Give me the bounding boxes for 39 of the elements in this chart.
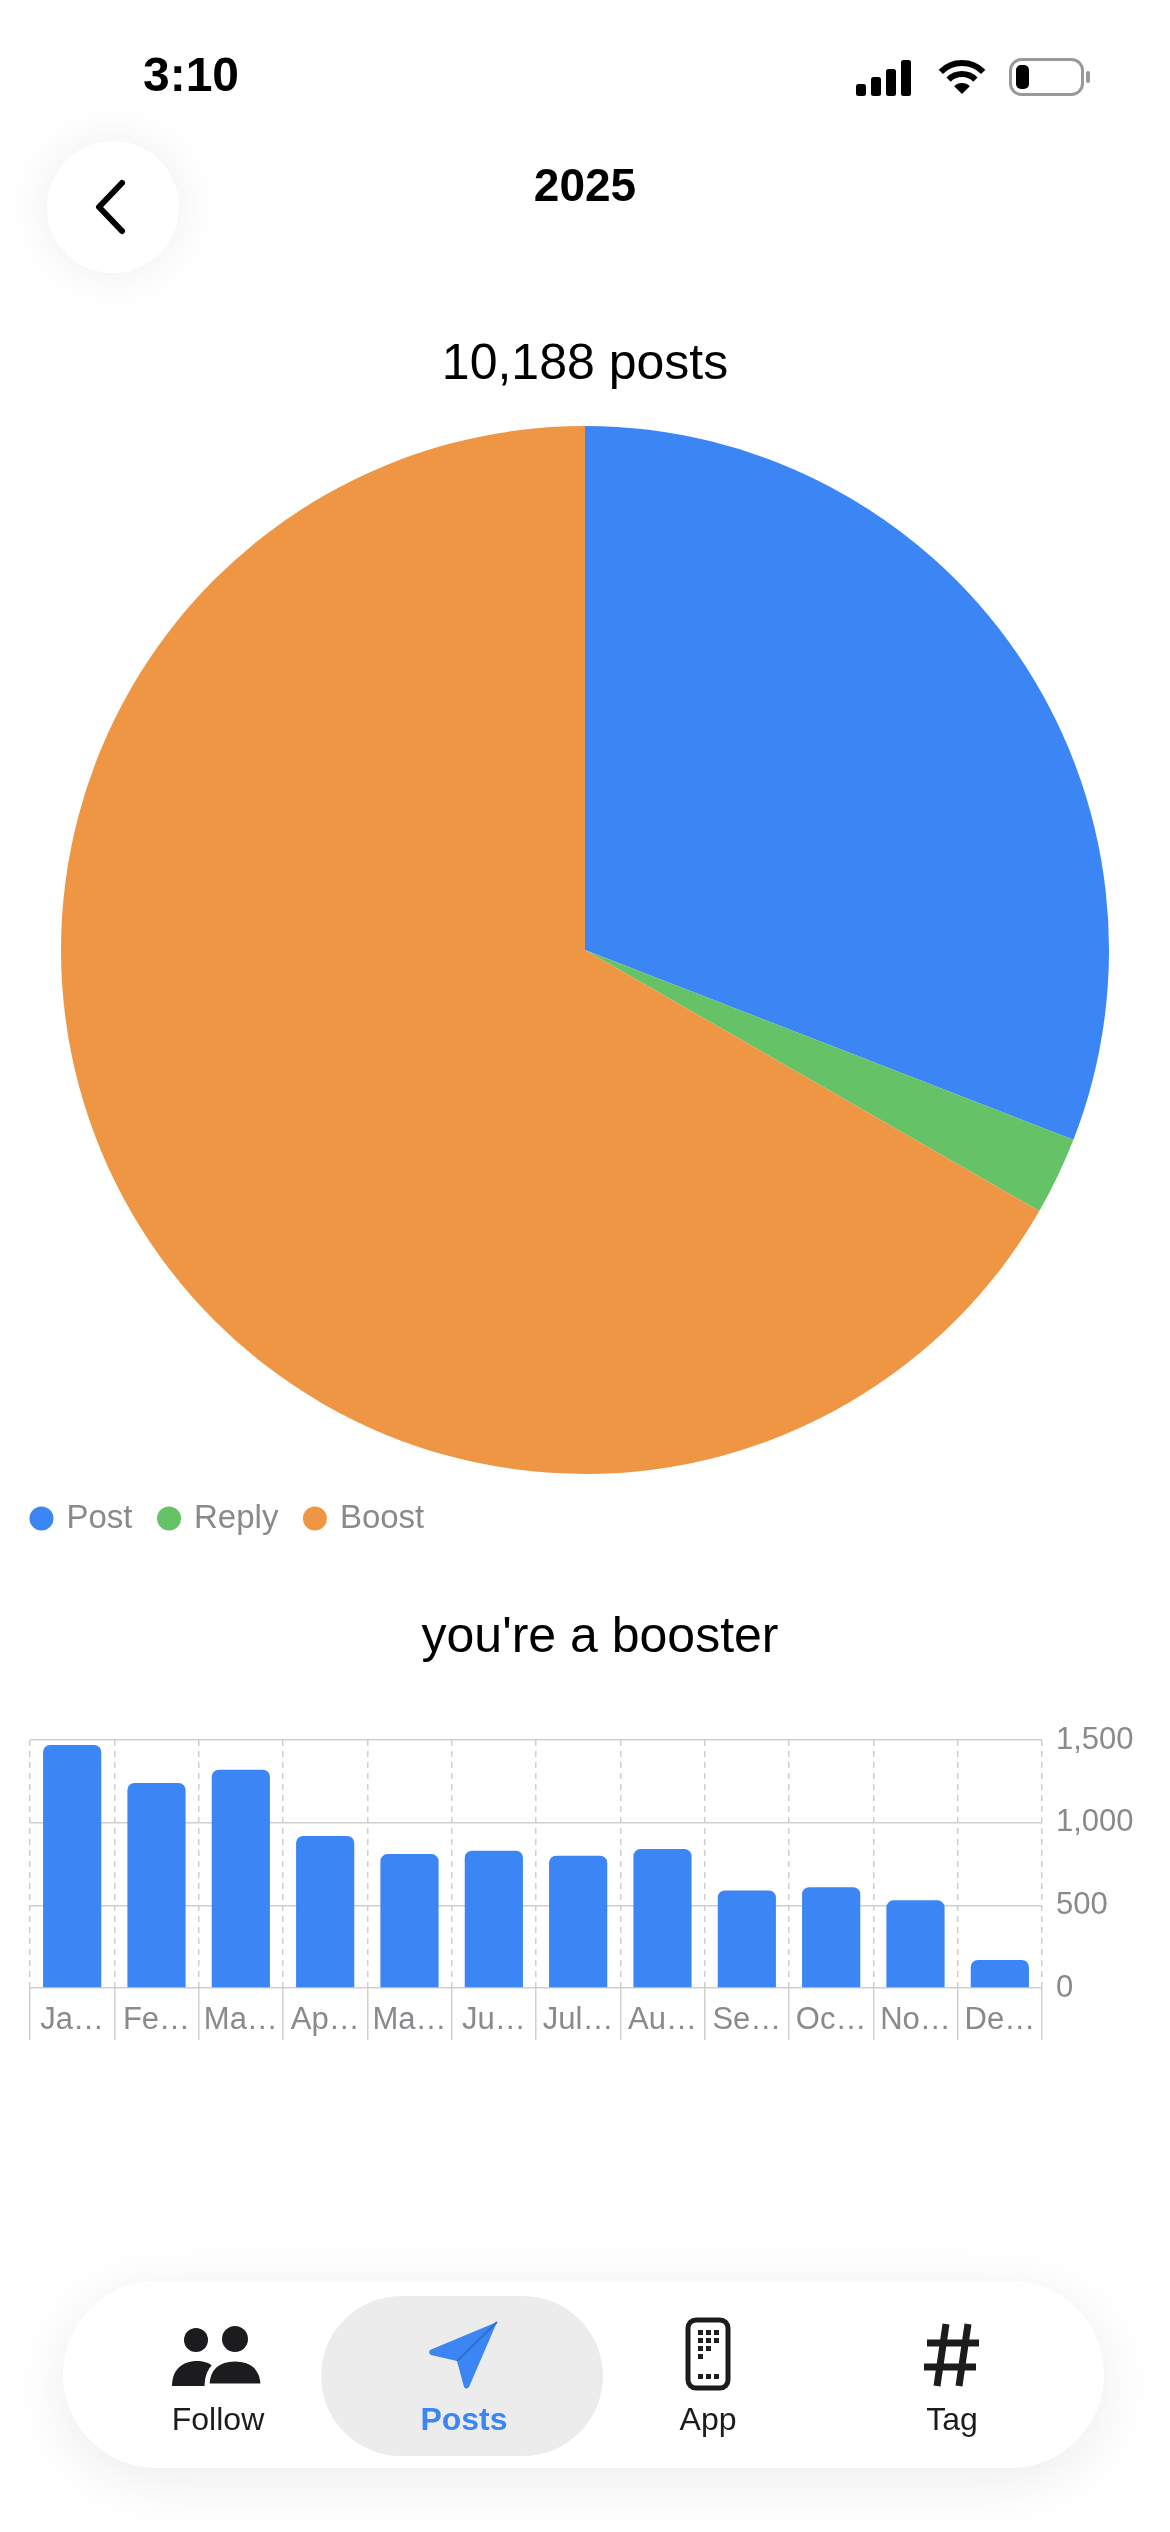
text: App <box>678 2400 738 2439</box>
chart-title: 10,188 posts <box>441 333 729 390</box>
x-tick-label: Jul… <box>542 2001 614 2037</box>
x-tick-label: No… <box>880 2001 951 2037</box>
bar <box>380 1854 439 1988</box>
legend-label: Post <box>66 1497 133 1535</box>
x-tick-label: Fe… <box>122 2001 191 2037</box>
legend-label: Reply <box>194 1497 279 1535</box>
text: Follow <box>170 2400 266 2439</box>
text: 2025 <box>532 158 638 212</box>
text: Posts <box>419 2400 509 2439</box>
bar <box>633 1849 692 1988</box>
y-tick-label: 1,000 <box>1056 1803 1134 1839</box>
x-tick-label: De… <box>964 2001 1036 2037</box>
x-tick-label: Ma… <box>372 2001 447 2037</box>
bar <box>970 1959 1029 1988</box>
x-tick-label: Ap… <box>290 2001 360 2037</box>
x-tick-label: Au… <box>628 2001 697 2037</box>
text: 3:10 <box>141 47 241 103</box>
bar <box>43 1744 102 1988</box>
bar <box>549 1855 608 1988</box>
x-tick-label: Ma… <box>203 2001 278 2037</box>
x-tick-label: Se… <box>712 2001 782 2037</box>
y-tick-label: 500 <box>1056 1885 1108 1921</box>
bar <box>296 1835 355 1988</box>
bar <box>886 1900 945 1988</box>
legend-label: Boost <box>339 1497 425 1535</box>
y-tick-label: 0 <box>1056 1968 1074 2004</box>
x-tick-label: Ju… <box>461 2001 526 2037</box>
bar <box>802 1887 861 1988</box>
x-tick-label: Ja… <box>40 2001 105 2037</box>
bar <box>464 1850 523 1988</box>
bar <box>211 1769 270 1988</box>
text: Tag <box>925 2400 979 2439</box>
bar <box>717 1890 776 1988</box>
x-tick-label: Oc… <box>795 2001 867 2037</box>
bar <box>127 1782 186 1988</box>
chart-title: you're a booster <box>421 1606 779 1663</box>
y-tick-label: 1,500 <box>1056 1720 1134 1756</box>
